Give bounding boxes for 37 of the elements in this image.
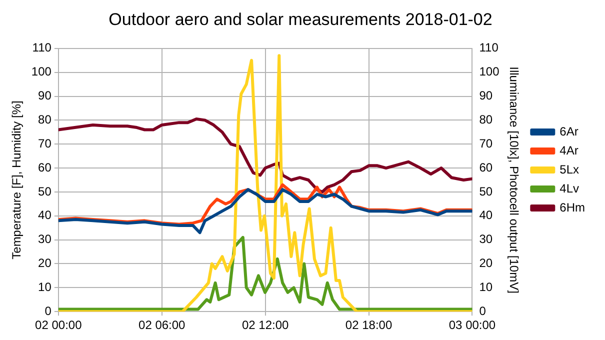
x-tick-label: 02 00:00 (35, 318, 82, 332)
y-tick-label: 0 (44, 304, 52, 318)
y2-tick-label: 50 (479, 184, 493, 198)
y2-tick-label: 90 (479, 88, 493, 103)
y2-tick-label: 0 (479, 304, 486, 318)
y2-tick-label: 20 (479, 256, 493, 270)
legend-label: 4Lv (560, 181, 580, 196)
y2-tick-label: 80 (479, 112, 493, 126)
y2-tick-label: 30 (479, 232, 493, 246)
y-tick-label: 40 (38, 208, 52, 222)
x-tick-label: 02 12:00 (242, 318, 290, 332)
legend-label: 6Ar (560, 124, 578, 138)
y2-tick-label: 70 (479, 136, 493, 150)
legend-label: 6Hm (560, 200, 586, 214)
x-tick-label: 02 18:00 (345, 318, 392, 332)
y2-tick-label: 100 (479, 64, 500, 79)
y-tick-label: 80 (38, 112, 52, 126)
y-axis-title: Temperature [F], Humidity [%] (10, 100, 24, 260)
y-tick-label: 60 (38, 160, 52, 174)
x-tick-label: 02 06:00 (138, 318, 186, 332)
y2-tick-label: 40 (479, 208, 493, 222)
y-tick-label: 20 (38, 256, 52, 270)
y-tick-label: 110 (32, 40, 52, 55)
y-tick-label: 70 (38, 136, 52, 150)
chart-title: Outdoor aero and solar measurements 2018-01-02 (108, 10, 492, 29)
y2-tick-label: 10 (479, 280, 493, 294)
legend-label: 5Lx (560, 162, 580, 176)
y2-axis-title: Illuminance [10lx], Photocell output [10mV] (507, 66, 522, 294)
y-tick-label: 30 (38, 232, 52, 246)
y-tick-label: 90 (38, 88, 52, 103)
y-tick-label: 10 (38, 280, 52, 294)
y-tick-label: 100 (31, 64, 52, 79)
y-tick-label: 50 (38, 184, 52, 198)
legend-label: 4Ar (560, 143, 578, 158)
x-tick-label: 03 00:00 (448, 318, 496, 332)
y2-tick-label: 60 (479, 160, 493, 174)
y2-tick-label: 110 (479, 40, 499, 55)
